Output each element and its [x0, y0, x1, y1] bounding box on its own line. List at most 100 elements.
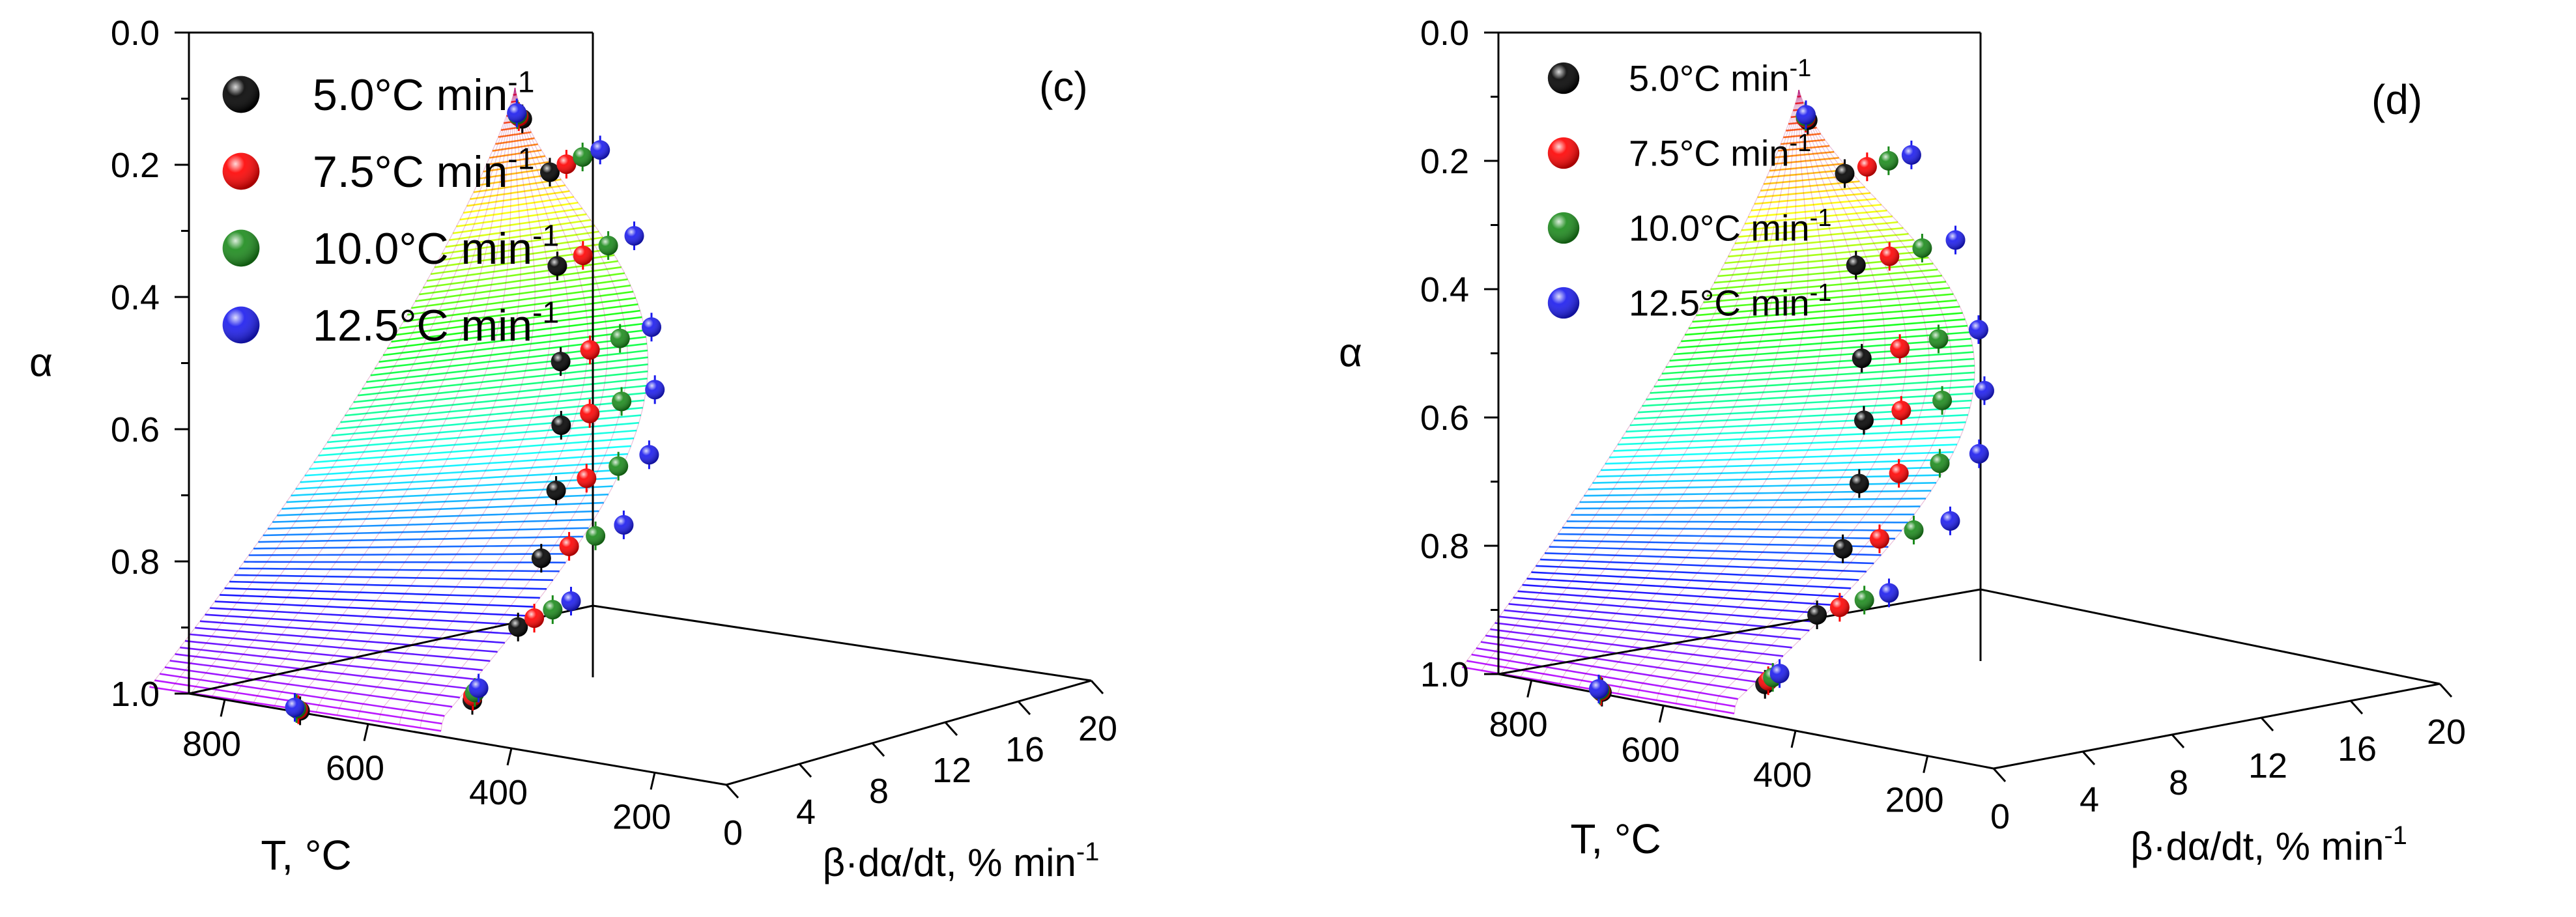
- surface-contour-line: [160, 673, 445, 717]
- surface-contour-line: [1495, 622, 1784, 657]
- surface-contour-line: [1613, 436, 1961, 452]
- surface-contour-line: [304, 453, 628, 477]
- data-point-shading: [598, 236, 618, 256]
- surface-mesh-line: [232, 87, 516, 700]
- alpha-tick-label: 0.6: [1420, 399, 1469, 438]
- surface-contour-line: [1638, 392, 1973, 414]
- data-point-shading: [645, 380, 665, 400]
- surface-contour-line: [492, 143, 538, 152]
- rate-axis-label-text: β·dα/dt, % min: [823, 841, 1076, 884]
- surface-mesh-line: [253, 87, 516, 703]
- rate-tick-mark: [2349, 699, 2364, 715]
- legend-label-text: 5.0°C min: [1629, 58, 1789, 99]
- rate-tick-label: 12: [2248, 746, 2287, 785]
- data-point-shading: [580, 403, 600, 423]
- surface-contour-line: [1703, 281, 1947, 303]
- surface-contour-line: [353, 370, 648, 403]
- surface-mesh-line: [1617, 89, 1844, 694]
- surface-contour-line: [1731, 233, 1909, 251]
- rate-axis: [1993, 683, 2440, 770]
- surface-contour-line: [1681, 318, 1966, 343]
- surface-contour-line: [391, 309, 640, 343]
- data-point-shading: [1796, 105, 1816, 125]
- surface-contour-line: [1673, 331, 1970, 356]
- surface-contour-line: [1692, 299, 1957, 323]
- data-point-shading: [1769, 664, 1790, 684]
- surface-contour-line: [1588, 482, 1937, 490]
- surface-mesh-line: [149, 87, 516, 688]
- surface-contour-line: [1629, 406, 1970, 427]
- data-point-shading: [573, 246, 593, 266]
- surface-contour-line: [238, 567, 560, 572]
- surface-mesh-line: [1714, 89, 1953, 711]
- rate-tick-label: 0: [1990, 797, 2010, 836]
- legend-label-exponent: -1: [508, 65, 534, 99]
- temperature-tick-label: 600: [1621, 730, 1680, 769]
- data-point-shading: [608, 456, 629, 476]
- rate-tick-label: 4: [796, 793, 816, 832]
- surface-contour-line: [272, 510, 599, 523]
- data-point-shading: [1880, 246, 1900, 266]
- surface-contour-line: [1575, 505, 1921, 510]
- surface-contour-line: [248, 553, 572, 556]
- surface-contour-line: [229, 580, 547, 590]
- alpha-tick-label: 0.0: [1420, 14, 1469, 53]
- surface-contour-line: [489, 149, 542, 159]
- temperature-tick-label: 400: [1753, 755, 1812, 795]
- surface-mesh-line: [1481, 89, 1799, 671]
- surface-contour-line: [1592, 474, 1941, 484]
- surface-contour-line: [1734, 227, 1904, 245]
- surface-mesh-line: [336, 87, 552, 716]
- surface-contour-line: [399, 297, 637, 330]
- temperature-tick-label: 200: [612, 797, 671, 836]
- surface-contour-line: [1669, 337, 1971, 362]
- surface-contour-line: [1526, 578, 1843, 598]
- surface-contour-line: [220, 594, 534, 608]
- legend-label-text: 7.5°C min: [1629, 133, 1789, 174]
- surface-contour-line: [1713, 262, 1934, 284]
- rate-tick-label: 0: [723, 813, 743, 853]
- surface-contour-line: [1688, 305, 1960, 330]
- surface-contour-line: [415, 272, 625, 302]
- surface-contour-line: [318, 429, 637, 457]
- surface-contour-line: [1747, 204, 1882, 218]
- surface-contour-line: [199, 620, 505, 644]
- surface-contour-line: [1504, 609, 1801, 640]
- legend-marker-shading: [222, 229, 260, 267]
- surface-contour-line: [1566, 520, 1908, 524]
- surface-contour-line: [1738, 221, 1898, 238]
- surface-contour-line: [1710, 268, 1938, 290]
- surface-contour-line: [1531, 571, 1852, 589]
- rate-tick-mark: [2439, 683, 2453, 698]
- temperature-tick-label: 400: [469, 773, 528, 812]
- surface-contour-line: [370, 343, 648, 376]
- surface-mesh-line: [315, 87, 536, 712]
- legend-label-exponent: -1: [1789, 55, 1811, 82]
- rate-tick-label: 16: [2338, 729, 2377, 769]
- legend-label-text: 10.0°C min: [313, 224, 532, 274]
- surface-contour-line: [1490, 628, 1775, 666]
- data-point-shading: [1869, 529, 1889, 549]
- surface-contour-line: [1562, 526, 1902, 531]
- data-point-shading: [1890, 339, 1910, 359]
- alpha-axis-label: α: [29, 341, 53, 386]
- surface-contour-line: [411, 278, 628, 309]
- temperature-tick-label: 600: [326, 749, 384, 788]
- axes-frame: 0.0 0.2 0.4 0.6 0.8 1.0 α 800 600 400 200 T, °C 0 4 8 1…: [29, 14, 1117, 884]
- legend-label: 7.5°C min-1: [313, 142, 534, 197]
- legend: 5.0°C min-17.5°C min-110.0°C min-112.5°C…: [222, 65, 559, 350]
- surface-contour-line: [466, 190, 570, 207]
- rate-tick-mark: [944, 721, 958, 737]
- surface-contour-line: [313, 437, 635, 464]
- surface-contour-line: [463, 196, 574, 214]
- surface-contour-line: [1657, 358, 1975, 381]
- legend-label: 7.5°C min-1: [1629, 130, 1811, 173]
- rate-tick-label: 8: [2169, 763, 2188, 802]
- data-point-shading: [1940, 511, 1960, 531]
- surface-mesh-line: [1558, 89, 1799, 684]
- surface-contour-line: [164, 666, 453, 708]
- temperature-axis: [1498, 673, 1994, 770]
- data-point-shading: [1969, 444, 1989, 464]
- surface-contour-line: [362, 356, 648, 390]
- temperature-axis-label: T, °C: [261, 832, 351, 879]
